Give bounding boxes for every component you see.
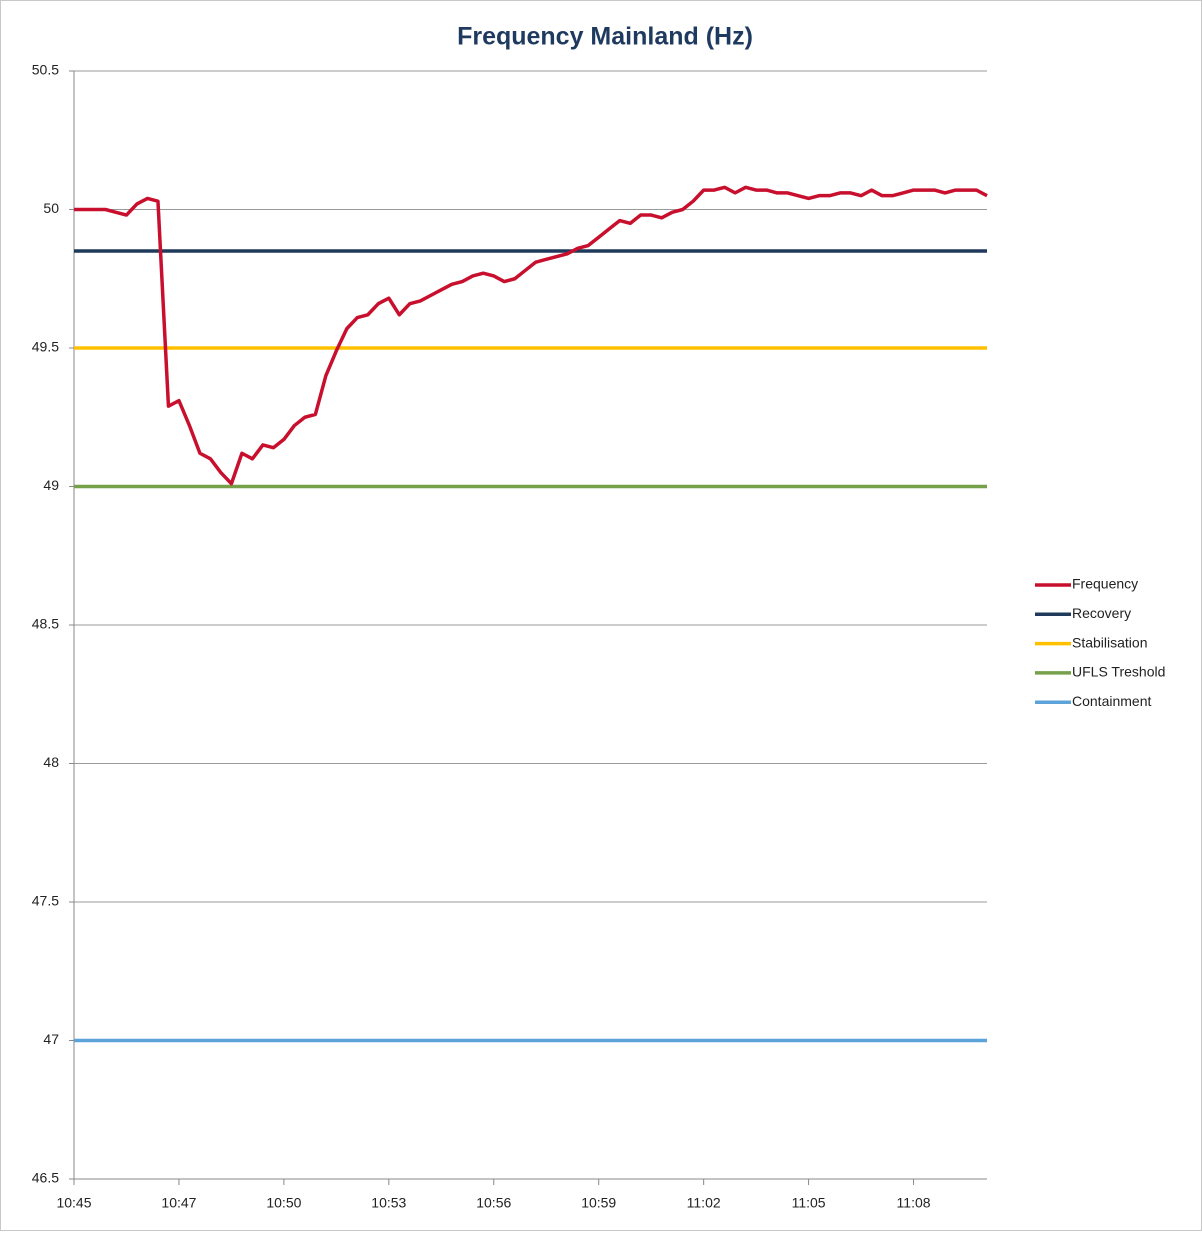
- x-tick-label: 11:05: [792, 1195, 826, 1211]
- x-tick-label: 11:02: [687, 1195, 721, 1211]
- y-tick-label: 50.5: [32, 62, 59, 78]
- y-tick-label: 48.5: [32, 616, 59, 632]
- y-tick-label: 47: [43, 1031, 59, 1047]
- x-tick-label: 10:50: [266, 1195, 301, 1211]
- y-tick-label: 49: [43, 477, 59, 493]
- y-tick-label: 47.5: [32, 893, 59, 909]
- x-tick-label: 10:53: [371, 1195, 406, 1211]
- x-tick-label: 10:59: [581, 1195, 616, 1211]
- x-tick-label: 11:08: [897, 1195, 931, 1211]
- x-tick-label: 10:45: [56, 1195, 91, 1211]
- legend-label: Recovery: [1072, 605, 1131, 621]
- y-tick-label: 50: [43, 200, 59, 216]
- legend-label: Stabilisation: [1072, 634, 1148, 650]
- x-tick-label: 10:56: [476, 1195, 511, 1211]
- legend-label: UFLS Treshold: [1072, 664, 1165, 680]
- legend-label: Containment: [1072, 693, 1151, 709]
- x-tick-label: 10:47: [161, 1195, 196, 1211]
- y-tick-label: 46.5: [32, 1170, 59, 1186]
- legend-label: Frequency: [1072, 576, 1138, 592]
- y-tick-label: 49.5: [32, 339, 59, 355]
- chart-title: Frequency Mainland (Hz): [457, 23, 753, 51]
- series-line: [74, 185, 988, 486]
- y-tick-label: 48: [43, 754, 59, 770]
